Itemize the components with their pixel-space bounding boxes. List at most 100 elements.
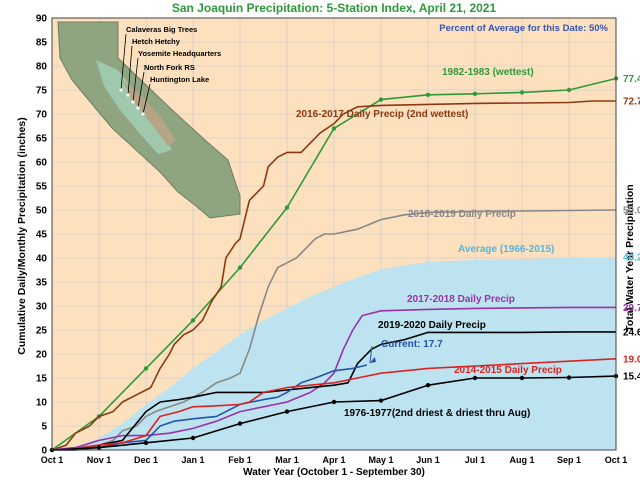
series-line	[51, 306, 616, 451]
station-label: Hetch Hetchy	[132, 37, 181, 46]
y-tick-label: 35	[36, 278, 48, 289]
series-point	[519, 375, 525, 381]
series-point	[96, 445, 102, 450]
x-tick-label: Jul 1	[465, 455, 486, 465]
series-total: 29.7	[623, 303, 640, 314]
y-tick-label: 45	[36, 230, 48, 241]
average-label: Average (1966-2015)	[458, 244, 554, 255]
series-label: 2019-2020 Daily Precip	[378, 320, 486, 331]
series-point	[190, 318, 196, 323]
x-tick-label: Jun 1	[416, 455, 440, 465]
y-tick-label: 40	[36, 254, 48, 265]
y-tick-label: 5	[41, 422, 47, 433]
series-point	[331, 126, 337, 131]
series-line	[51, 209, 617, 451]
series-point	[237, 421, 243, 426]
y-tick-label: 30	[36, 302, 48, 313]
station-label: Huntington Lake	[150, 75, 209, 84]
series-point	[237, 265, 243, 270]
series-point	[425, 92, 431, 98]
station-marker	[141, 112, 145, 116]
y-tick-label: 85	[36, 38, 48, 49]
station-marker	[136, 106, 140, 110]
series-point	[519, 90, 525, 95]
x-tick-label: Jan 1	[181, 455, 204, 465]
average-area	[52, 257, 616, 450]
series-label: Current: 17.7	[381, 339, 443, 350]
series-point	[566, 375, 572, 380]
y-tick-label: 0	[41, 446, 47, 457]
station-pointer	[127, 45, 133, 96]
right-axis-label: Total Water Year Precipitation	[624, 184, 636, 331]
y-tick-label: 65	[36, 134, 48, 145]
y-tick-label: 70	[36, 110, 48, 121]
series-label: 1976-1977(2nd driest & driest thru Aug)	[344, 408, 530, 419]
series-point	[143, 440, 149, 445]
series-label: 2016-2017 Daily Precip (2nd wettest)	[296, 109, 468, 120]
plot-frame	[51, 17, 617, 451]
series-total: 50.0	[623, 206, 640, 217]
x-tick-label: Sep 1	[557, 455, 581, 465]
average-total: 40.2	[623, 253, 640, 264]
x-tick-label: May 1	[368, 455, 393, 465]
series-point	[378, 97, 384, 102]
series-total: 19.0	[623, 354, 640, 365]
station-marker	[119, 88, 123, 92]
y-tick-label: 15	[36, 374, 48, 385]
series-label: 1982-1983 (wettest)	[442, 67, 534, 78]
series-line	[51, 358, 617, 451]
station-label: North Fork RS	[144, 63, 195, 72]
series-label: 2017-2018 Daily Precip	[407, 294, 515, 305]
series-point	[472, 375, 478, 381]
series-labels: 1982-1983 (wettest) 77.4 2016-2017 Daily P…	[296, 67, 640, 419]
series-total: 72.7	[623, 97, 640, 108]
series-total: 77.4	[623, 74, 640, 85]
california-station-map: Calaveras Big Trees Hetch Hetchy Yosemite …	[57, 21, 241, 219]
y-tick-label: 80	[36, 62, 48, 73]
sierra-nevada-shape	[122, 80, 176, 146]
station-label: Calaveras Big Trees	[126, 25, 197, 34]
series-line	[52, 331, 616, 451]
station-marker	[131, 100, 135, 104]
station-pointer	[142, 83, 151, 115]
x-axis-ticks: Oct 1 Nov 1 Dec 1 Jan 1 Feb 1 Mar 1 Apr 1 May 1…	[41, 455, 628, 465]
series-point	[378, 398, 384, 403]
x-tick-label: Feb 1	[228, 455, 252, 465]
series-lines	[49, 76, 619, 453]
series-point	[566, 87, 572, 93]
y-tick-label: 10	[36, 398, 48, 409]
y-tick-label: 50	[36, 206, 48, 217]
current-arrow	[369, 345, 373, 364]
series-total: 15.4	[623, 372, 640, 383]
x-tick-label: Aug 1	[509, 455, 534, 465]
x-tick-label: Dec 1	[134, 455, 158, 465]
x-tick-label: Oct 1	[605, 455, 628, 465]
station-pointer	[120, 33, 127, 91]
y-tick-label: 60	[36, 158, 48, 169]
station-marker	[126, 93, 130, 97]
series-point	[472, 91, 478, 97]
station-label: Yosemite Headquarters	[138, 49, 221, 58]
chart-title: San Joaquin Precipitation: 5-Station Ind…	[172, 1, 497, 15]
station-pointer	[132, 57, 139, 103]
y-tick-label: 75	[36, 86, 48, 97]
series-line	[51, 100, 616, 451]
current-arrow-head	[369, 357, 376, 364]
x-tick-label: Apr 1	[322, 455, 345, 465]
central-valley-shape	[96, 60, 172, 154]
series-label: 2018-2019 Daily Precip	[408, 209, 516, 220]
series-total: 24.6	[623, 327, 640, 338]
x-tick-label: Nov 1	[87, 455, 112, 465]
x-tick-label: Mar 1	[275, 455, 299, 465]
x-axis-label: Water Year (October 1 - September 30)	[243, 467, 425, 478]
y-tick-label: 25	[36, 326, 48, 337]
series-point	[143, 366, 149, 371]
series-label: 2014-2015 Daily Precip	[454, 365, 562, 376]
y-tick-label: 20	[36, 350, 48, 361]
y-axis-label: Cumulative Daily/Monthly Precipitation (…	[16, 117, 28, 354]
station-pointer	[137, 71, 145, 109]
y-tick-label: 55	[36, 182, 48, 193]
series-point	[284, 409, 290, 414]
y-tick-label: 90	[36, 14, 48, 25]
